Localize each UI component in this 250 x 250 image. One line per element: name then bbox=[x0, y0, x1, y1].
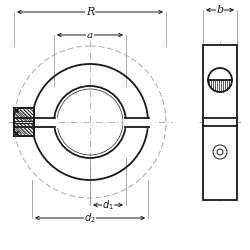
Circle shape bbox=[213, 145, 227, 159]
Polygon shape bbox=[14, 108, 34, 136]
Polygon shape bbox=[14, 108, 34, 136]
Circle shape bbox=[208, 68, 232, 92]
Text: b: b bbox=[216, 5, 224, 15]
Text: R: R bbox=[86, 7, 94, 17]
Circle shape bbox=[217, 149, 223, 155]
Polygon shape bbox=[203, 44, 237, 200]
Text: $d_2$: $d_2$ bbox=[84, 211, 96, 225]
Text: a: a bbox=[87, 30, 93, 40]
Text: $d_1$: $d_1$ bbox=[102, 198, 114, 212]
